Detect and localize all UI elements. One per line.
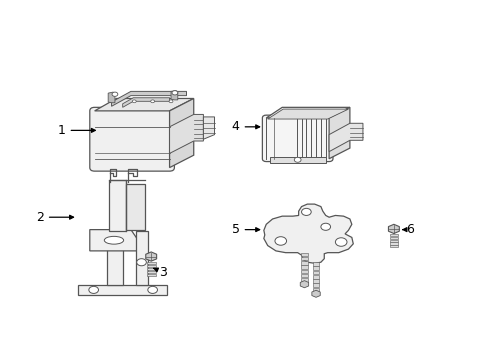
Polygon shape [265, 107, 349, 118]
Circle shape [150, 100, 154, 103]
Polygon shape [312, 262, 319, 266]
Polygon shape [389, 239, 397, 242]
Circle shape [301, 208, 310, 215]
Text: 3: 3 [153, 266, 167, 279]
Polygon shape [301, 278, 307, 282]
Polygon shape [269, 157, 325, 163]
Polygon shape [301, 253, 307, 256]
Text: 2: 2 [36, 211, 73, 224]
Polygon shape [126, 184, 145, 230]
Polygon shape [264, 204, 352, 263]
Polygon shape [312, 266, 319, 270]
Polygon shape [389, 242, 397, 244]
Polygon shape [300, 281, 308, 288]
Text: 4: 4 [231, 120, 259, 133]
Circle shape [112, 92, 118, 96]
Polygon shape [301, 270, 307, 273]
Polygon shape [109, 180, 126, 231]
Polygon shape [312, 279, 319, 283]
Circle shape [320, 223, 330, 230]
Text: 5: 5 [231, 223, 259, 236]
Text: 1: 1 [58, 124, 95, 137]
Polygon shape [169, 114, 203, 153]
Circle shape [335, 238, 346, 246]
Polygon shape [389, 234, 397, 236]
Polygon shape [389, 237, 397, 239]
Polygon shape [301, 274, 307, 278]
Polygon shape [312, 271, 319, 274]
Polygon shape [146, 265, 155, 267]
Circle shape [89, 286, 98, 293]
Polygon shape [267, 109, 348, 119]
Polygon shape [387, 224, 399, 234]
Circle shape [137, 259, 146, 266]
Polygon shape [389, 245, 397, 247]
Polygon shape [145, 252, 156, 261]
Polygon shape [90, 230, 138, 251]
Polygon shape [312, 275, 319, 279]
Polygon shape [146, 262, 155, 264]
Circle shape [274, 237, 286, 245]
FancyBboxPatch shape [90, 107, 174, 171]
Polygon shape [312, 288, 319, 291]
Circle shape [294, 157, 301, 162]
Text: 6: 6 [402, 223, 413, 236]
Polygon shape [301, 257, 307, 260]
FancyBboxPatch shape [262, 115, 332, 162]
Polygon shape [146, 271, 155, 273]
Polygon shape [301, 261, 307, 265]
Polygon shape [146, 274, 155, 276]
Polygon shape [301, 265, 307, 269]
Circle shape [172, 91, 178, 95]
Polygon shape [111, 91, 186, 106]
Polygon shape [169, 99, 193, 168]
Polygon shape [136, 231, 147, 284]
Polygon shape [312, 283, 319, 287]
Circle shape [169, 100, 173, 103]
Polygon shape [95, 99, 193, 111]
Ellipse shape [104, 237, 123, 244]
Polygon shape [328, 107, 349, 159]
Polygon shape [311, 290, 320, 297]
Polygon shape [146, 268, 155, 270]
Polygon shape [122, 98, 169, 107]
Circle shape [147, 286, 157, 293]
Polygon shape [203, 117, 214, 139]
Polygon shape [108, 92, 115, 103]
Polygon shape [328, 123, 362, 152]
Polygon shape [106, 247, 122, 284]
Polygon shape [78, 284, 167, 295]
Circle shape [132, 100, 136, 103]
Polygon shape [171, 91, 178, 100]
